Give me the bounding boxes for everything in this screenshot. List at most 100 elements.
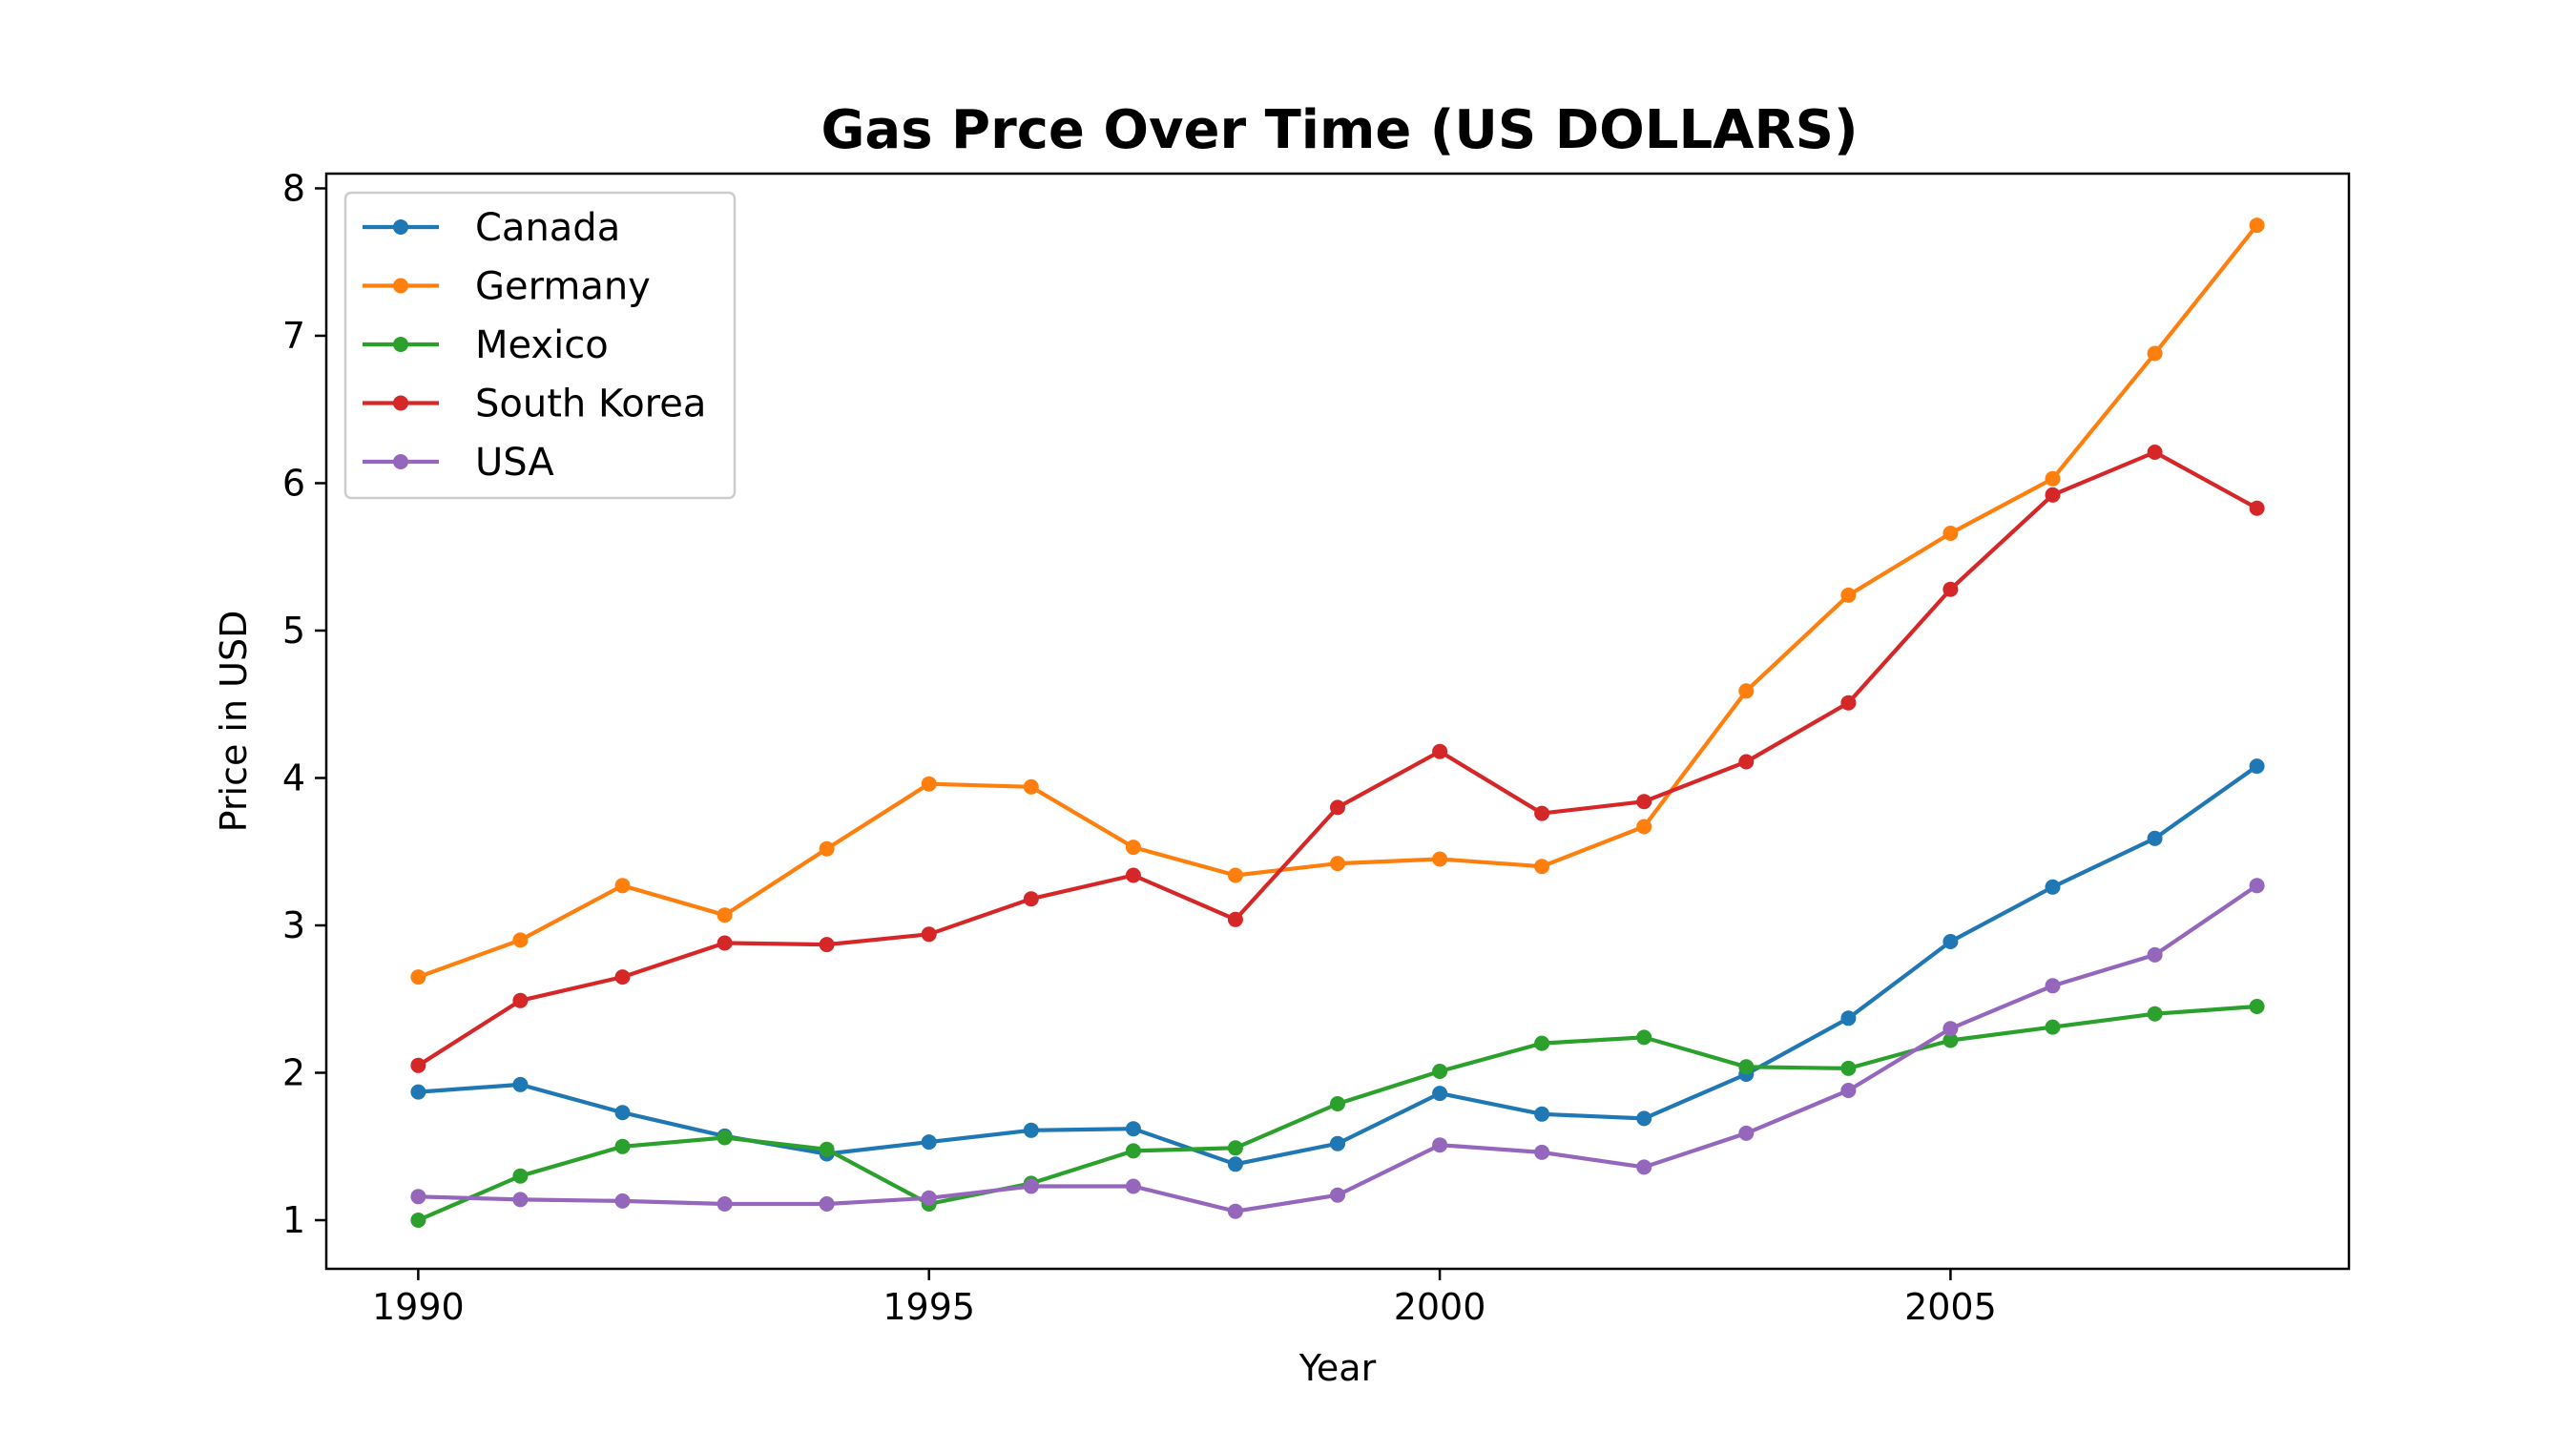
data-point-canada: [1636, 1110, 1652, 1127]
data-point-south-korea: [1942, 581, 1959, 597]
data-point-germany: [921, 776, 937, 792]
data-point-south-korea: [2147, 445, 2163, 460]
data-point-canada: [410, 1084, 426, 1100]
data-point-mexico: [1840, 1060, 1857, 1076]
legend-marker-usa: [393, 454, 408, 469]
data-point-germany: [614, 878, 631, 894]
y-tick-label: 8: [282, 167, 305, 209]
x-tick-label: 2005: [1904, 1286, 1997, 1328]
data-point-mexico: [1738, 1059, 1755, 1075]
data-point-canada: [1227, 1156, 1243, 1172]
data-point-germany: [1534, 859, 1550, 875]
data-point-south-korea: [2045, 487, 2061, 503]
data-point-south-korea: [921, 926, 937, 943]
data-point-germany: [1330, 856, 1345, 872]
data-point-germany: [1840, 587, 1857, 603]
data-point-germany: [2147, 345, 2163, 362]
data-point-south-korea: [1125, 867, 1141, 883]
data-point-south-korea: [1738, 754, 1755, 770]
legend-label-germany: Germany: [475, 265, 651, 309]
legend-marker-canada: [393, 219, 408, 235]
data-point-germany: [1125, 840, 1141, 856]
data-point-south-korea: [512, 992, 529, 1008]
data-point-usa: [717, 1196, 733, 1212]
x-tick-label: 2000: [1394, 1286, 1486, 1328]
data-point-usa: [819, 1196, 835, 1212]
data-point-south-korea: [1432, 743, 1448, 759]
data-point-germany: [1738, 683, 1755, 699]
x-axis: 1990 1995 2000 2005: [372, 1269, 1997, 1328]
data-point-mexico: [410, 1213, 426, 1228]
x-tick-label: 1990: [372, 1286, 465, 1328]
data-point-canada: [614, 1105, 631, 1121]
data-point-south-korea: [1840, 695, 1857, 711]
data-point-usa: [1738, 1125, 1755, 1141]
data-point-mexico: [2045, 1019, 2061, 1035]
data-point-canada: [2045, 879, 2061, 895]
data-point-usa: [921, 1190, 937, 1206]
y-tick-label: 4: [282, 757, 305, 798]
data-point-germany: [1942, 526, 1959, 541]
legend-items: Canada Germany Mexico South Korea USA: [363, 206, 706, 485]
data-point-mexico: [512, 1168, 529, 1184]
data-point-canada: [1125, 1121, 1141, 1137]
data-point-south-korea: [1330, 799, 1345, 816]
data-point-mexico: [614, 1138, 631, 1154]
data-point-usa: [1432, 1137, 1448, 1153]
data-point-mexico: [1432, 1064, 1448, 1079]
x-tick-label: 1995: [883, 1286, 975, 1328]
data-point-mexico: [2147, 1006, 2163, 1022]
data-point-south-korea: [1023, 891, 1039, 907]
data-point-usa: [2045, 978, 2061, 994]
data-point-usa: [1534, 1144, 1550, 1160]
legend-marker-germany: [393, 278, 408, 294]
y-axis: 1 2 3 4 5 6 7 8: [282, 167, 326, 1241]
data-point-mexico: [1330, 1096, 1345, 1111]
data-point-mexico: [1636, 1029, 1652, 1046]
data-point-south-korea: [1227, 911, 1243, 927]
data-point-usa: [2249, 878, 2265, 894]
data-point-south-korea: [819, 937, 835, 953]
y-axis-label: Price in USD: [213, 611, 255, 833]
data-point-germany: [1227, 867, 1243, 883]
data-point-usa: [512, 1192, 529, 1208]
y-tick-label: 1: [282, 1199, 305, 1241]
data-point-canada: [1534, 1106, 1550, 1122]
data-point-germany: [1432, 851, 1448, 867]
y-tick-label: 5: [282, 610, 305, 652]
data-point-germany: [2249, 218, 2265, 234]
data-point-canada: [921, 1134, 937, 1151]
x-axis-label: Year: [1298, 1347, 1377, 1389]
data-point-canada: [1330, 1135, 1345, 1151]
data-point-mexico: [2249, 999, 2265, 1014]
data-point-usa: [614, 1192, 631, 1209]
data-point-south-korea: [614, 969, 631, 985]
data-point-canada: [2147, 830, 2163, 846]
data-point-usa: [1227, 1203, 1243, 1219]
data-point-usa: [1023, 1178, 1039, 1194]
series-layer: [410, 218, 2265, 1228]
data-point-germany: [717, 907, 733, 923]
legend-label-usa: USA: [475, 441, 554, 485]
data-point-canada: [2249, 758, 2265, 775]
y-tick-label: 2: [282, 1052, 305, 1094]
data-point-mexico: [717, 1130, 733, 1146]
legend-box: [343, 191, 737, 500]
legend-marker-mexico: [393, 337, 408, 352]
data-point-south-korea: [2249, 500, 2265, 516]
data-point-mexico: [819, 1141, 835, 1157]
data-point-usa: [1636, 1159, 1652, 1175]
data-point-south-korea: [410, 1057, 426, 1073]
legend-label-south-korea: South Korea: [475, 383, 706, 426]
legend: Canada Germany Mexico South Korea USA: [343, 191, 737, 500]
plot-area: [324, 172, 2351, 1271]
data-point-canada: [1840, 1010, 1857, 1027]
data-point-germany: [1023, 778, 1039, 795]
data-point-germany: [512, 932, 529, 948]
data-point-germany: [1636, 819, 1652, 835]
data-point-germany: [819, 840, 835, 857]
data-point-canada: [1432, 1086, 1448, 1102]
data-point-mexico: [1942, 1032, 1959, 1048]
data-point-germany: [2045, 470, 2061, 487]
